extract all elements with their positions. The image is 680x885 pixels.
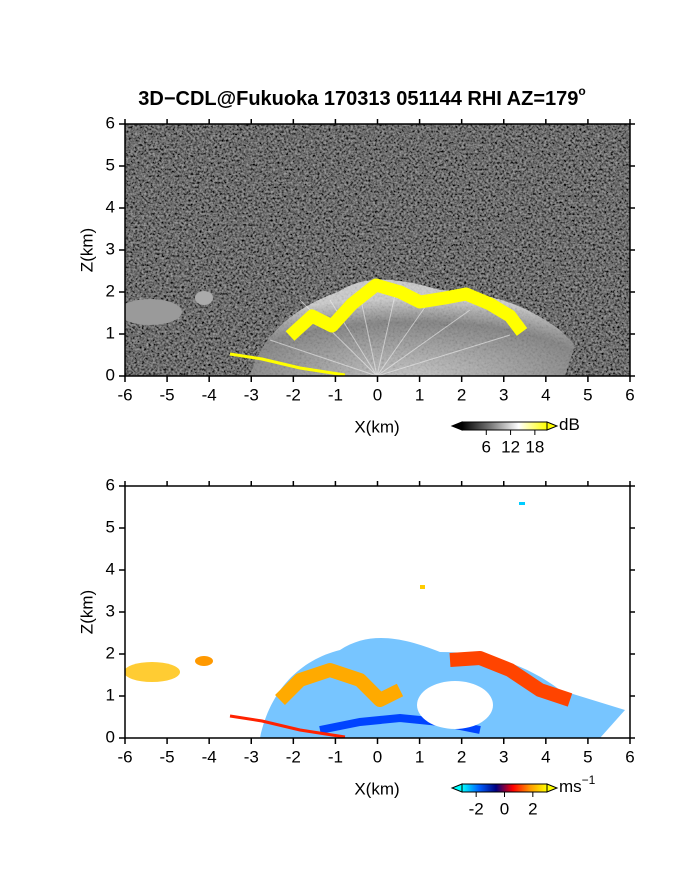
colorbar-unit: dB — [559, 415, 580, 434]
reflectivity-field — [125, 124, 630, 376]
y-tick-label: 5 — [106, 517, 115, 536]
speckle — [519, 502, 525, 505]
x-tick-label: -3 — [244, 747, 259, 766]
echo-positive — [275, 663, 404, 707]
colorbar-tick-label: 12 — [501, 437, 520, 456]
echo-gap — [417, 681, 493, 729]
x-tick-label: 1 — [415, 747, 424, 766]
speckle — [420, 585, 425, 589]
y-tick-label: 2 — [106, 643, 115, 662]
y-tick-label: 0 — [106, 365, 115, 384]
x-tick-label: -6 — [117, 747, 132, 766]
echo-strong — [285, 278, 528, 341]
colorbar — [461, 421, 548, 431]
colorbar-unit: ms — [559, 777, 582, 796]
x-tick-label: -5 — [160, 747, 175, 766]
echo-left-small — [195, 291, 213, 305]
x-tick-label: -6 — [117, 385, 132, 404]
echo-left-small — [195, 656, 213, 666]
y-axis-label: Z(km) — [77, 228, 96, 272]
colorbar — [461, 783, 548, 793]
colorbar-max-arrow — [546, 783, 559, 793]
x-tick-label: -1 — [328, 385, 343, 404]
title-sup: o — [578, 84, 585, 98]
x-axis-label: X(km) — [354, 779, 399, 798]
colorbar-tick-label: -2 — [469, 799, 484, 818]
x-tick-label: -3 — [244, 385, 259, 404]
echo-left — [125, 299, 182, 325]
y-tick-label: 3 — [106, 601, 115, 620]
colorbar-label: dB — [559, 415, 580, 434]
x-tick-label: 3 — [499, 385, 508, 404]
x-tick-label: -4 — [202, 385, 217, 404]
y-tick-label: 6 — [106, 113, 115, 132]
title-main: 3D−CDL@Fukuoka 170313 051144 RHI AZ=179 — [138, 88, 578, 110]
y-tick-label: 4 — [106, 197, 115, 216]
x-tick-label: 6 — [625, 385, 634, 404]
x-tick-label: 5 — [583, 385, 592, 404]
y-axis-label: Z(km) — [77, 590, 96, 634]
colorbar-tick-label: 0 — [500, 799, 509, 818]
x-tick-label: 5 — [583, 747, 592, 766]
velocity-field — [125, 486, 630, 738]
colorbar-min-arrow — [450, 783, 463, 793]
colorbar-label: ms−1 — [559, 773, 596, 796]
x-tick-label: -2 — [286, 747, 301, 766]
x-tick-label: 0 — [373, 385, 382, 404]
x-axis-label: X(km) — [354, 417, 399, 436]
x-tick-label: -5 — [160, 385, 175, 404]
colorbar-max-arrow — [546, 421, 559, 431]
y-tick-label: 3 — [106, 239, 115, 258]
x-tick-label: -1 — [328, 747, 343, 766]
x-tick-label: 4 — [541, 747, 550, 766]
y-tick-label: 2 — [106, 281, 115, 300]
echo-positive — [449, 651, 573, 707]
colorbar-tick-label: 6 — [482, 437, 491, 456]
x-tick-label: 4 — [541, 385, 550, 404]
x-tick-label: 1 — [415, 385, 424, 404]
x-tick-label: 0 — [373, 747, 382, 766]
y-tick-label: 1 — [106, 323, 115, 342]
colorbar-tick-label: 2 — [528, 799, 537, 818]
echo-ground — [229, 714, 346, 738]
colorbar-min-arrow — [450, 421, 463, 431]
y-tick-label: 5 — [106, 155, 115, 174]
echo-left — [125, 662, 180, 682]
chart-title: 3D−CDL@Fukuoka 170313 051144 RHI AZ=179o — [138, 84, 585, 110]
y-tick-label: 1 — [106, 685, 115, 704]
x-tick-label: 6 — [625, 747, 634, 766]
y-tick-label: 4 — [106, 559, 115, 578]
y-tick-label: 6 — [106, 475, 115, 494]
colorbar-unit-sup: −1 — [582, 773, 596, 787]
x-tick-label: -2 — [286, 385, 301, 404]
x-tick-label: 3 — [499, 747, 508, 766]
echo-ground — [229, 352, 346, 376]
y-tick-label: 0 — [106, 727, 115, 746]
x-tick-label: -4 — [202, 747, 217, 766]
colorbar-tick-label: 18 — [525, 437, 544, 456]
x-tick-label: 2 — [457, 385, 466, 404]
x-tick-label: 2 — [457, 747, 466, 766]
